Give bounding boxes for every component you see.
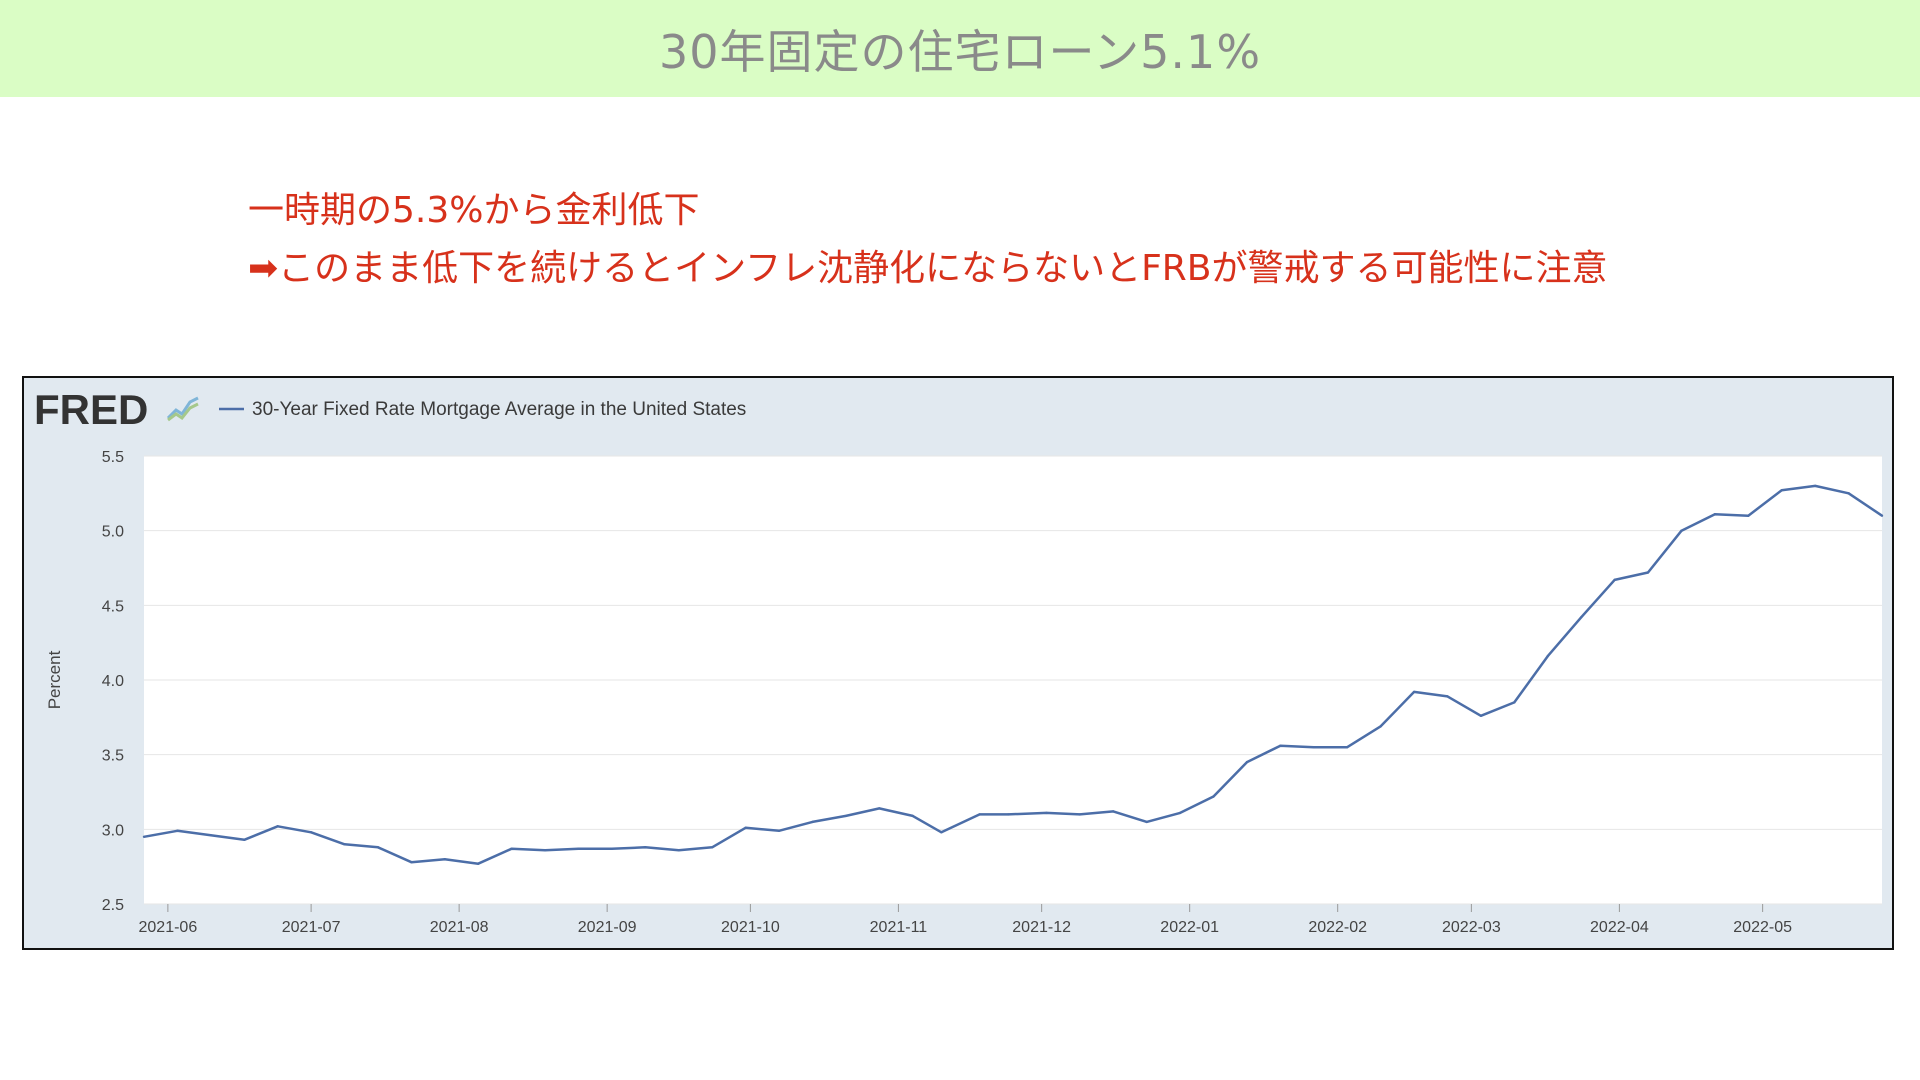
data-point [309, 831, 313, 834]
data-point [777, 829, 781, 832]
x-tick-label: 2022-03 [1442, 919, 1501, 936]
data-point [844, 814, 848, 818]
x-tick-label: 2022-04 [1590, 919, 1649, 936]
gridlines [144, 455, 1882, 905]
data-point [1847, 492, 1850, 495]
data-point [510, 847, 513, 850]
title-bar: 30年固定の住宅ローン5.1% [0, 0, 1920, 97]
data-point [1412, 690, 1416, 694]
series-layer [142, 484, 1884, 865]
data-point [443, 858, 446, 861]
data-point [577, 847, 580, 850]
y-tick-label: 3.5 [102, 748, 124, 765]
chart-frame: FRED 30-Year Fixed Rate Mortgage Average… [22, 376, 1894, 950]
data-point [1312, 746, 1316, 749]
x-tick-label: 2021-11 [870, 919, 928, 936]
data-point [243, 838, 246, 841]
data-point [142, 835, 146, 838]
data-point [1613, 578, 1616, 582]
data-point [1546, 654, 1550, 658]
data-point [1713, 513, 1717, 516]
data-point [711, 846, 714, 849]
data-point [209, 834, 212, 837]
data-point [1245, 760, 1249, 764]
notes: 一時期の5.3%から金利低下 ➡このまま低下を続けるとインフレ沈静化にならないと… [248, 182, 1608, 298]
x-tick-label: 2021-12 [1012, 919, 1071, 936]
data-point [1814, 484, 1817, 488]
data-point [811, 820, 814, 824]
data-point [1007, 813, 1010, 816]
data-point [477, 862, 480, 865]
data-point [1379, 725, 1382, 728]
data-point [410, 861, 413, 864]
data-point [911, 814, 914, 818]
x-tick-label: 2021-06 [139, 919, 198, 936]
data-point [376, 846, 380, 849]
data-point [744, 826, 747, 829]
data-point [610, 847, 614, 850]
data-point [1212, 795, 1215, 798]
data-point [176, 829, 179, 832]
data-point [343, 843, 346, 846]
x-tick-label: 2021-09 [578, 919, 637, 936]
y-tick-label: 5.0 [102, 524, 124, 541]
data-point [978, 813, 981, 816]
fred-logo: FRED [34, 386, 148, 433]
x-tick-label: 2021-08 [430, 919, 489, 936]
data-point [644, 846, 647, 849]
data-point [1580, 616, 1583, 619]
y-tick-label: 4.0 [102, 673, 124, 690]
data-point [1045, 811, 1048, 815]
x-axis: 2021-06 2021-07 2021-08 2021-09 2021-10 2021-… [139, 904, 1792, 936]
data-point [1112, 810, 1115, 813]
data-point [1479, 714, 1483, 717]
y-tick-label: 3.0 [102, 822, 124, 839]
x-tick-label: 2021-10 [721, 919, 780, 936]
data-point [1145, 820, 1148, 824]
data-point [1178, 811, 1182, 815]
x-tick-label: 2021-07 [282, 919, 341, 936]
legend-label: 30-Year Fixed Rate Mortgage Average in t… [252, 399, 746, 420]
data-point [1513, 701, 1516, 704]
data-point [1680, 529, 1683, 532]
data-point [543, 849, 547, 852]
fred-graph-icon [166, 392, 200, 422]
x-tick-label: 2022-02 [1308, 919, 1367, 936]
data-point [1747, 514, 1750, 517]
y-axis-label: Percent [45, 650, 64, 709]
y-axis: 2.5 3.0 3.5 4.0 4.5 5.0 5.5 [102, 449, 124, 914]
y-tick-label: 5.5 [102, 449, 124, 466]
fred-chart: FRED 30-Year Fixed Rate Mortgage Average… [34, 386, 1884, 936]
data-point [1880, 514, 1884, 517]
x-tick-label: 2022-05 [1733, 919, 1792, 936]
data-point [878, 807, 881, 810]
y-tick-label: 2.5 [102, 897, 124, 914]
data-point [1346, 746, 1349, 749]
data-point [1279, 744, 1282, 747]
note-line-1: 一時期の5.3%から金利低下 [248, 190, 700, 231]
note-line-2: ➡このまま低下を続けるとインフレ沈静化にならないとFRBが警戒する可能性に注意 [248, 248, 1608, 289]
x-tick-label: 2022-01 [1160, 919, 1219, 936]
data-point [677, 849, 680, 852]
data-point [1446, 695, 1449, 698]
data-point [940, 831, 943, 834]
data-point [1780, 489, 1783, 492]
y-tick-label: 4.5 [102, 598, 124, 615]
data-point [1078, 813, 1082, 816]
slide-title: 30年固定の住宅ローン5.1% [658, 24, 1262, 79]
data-point [276, 825, 279, 828]
data-point [1646, 571, 1650, 574]
